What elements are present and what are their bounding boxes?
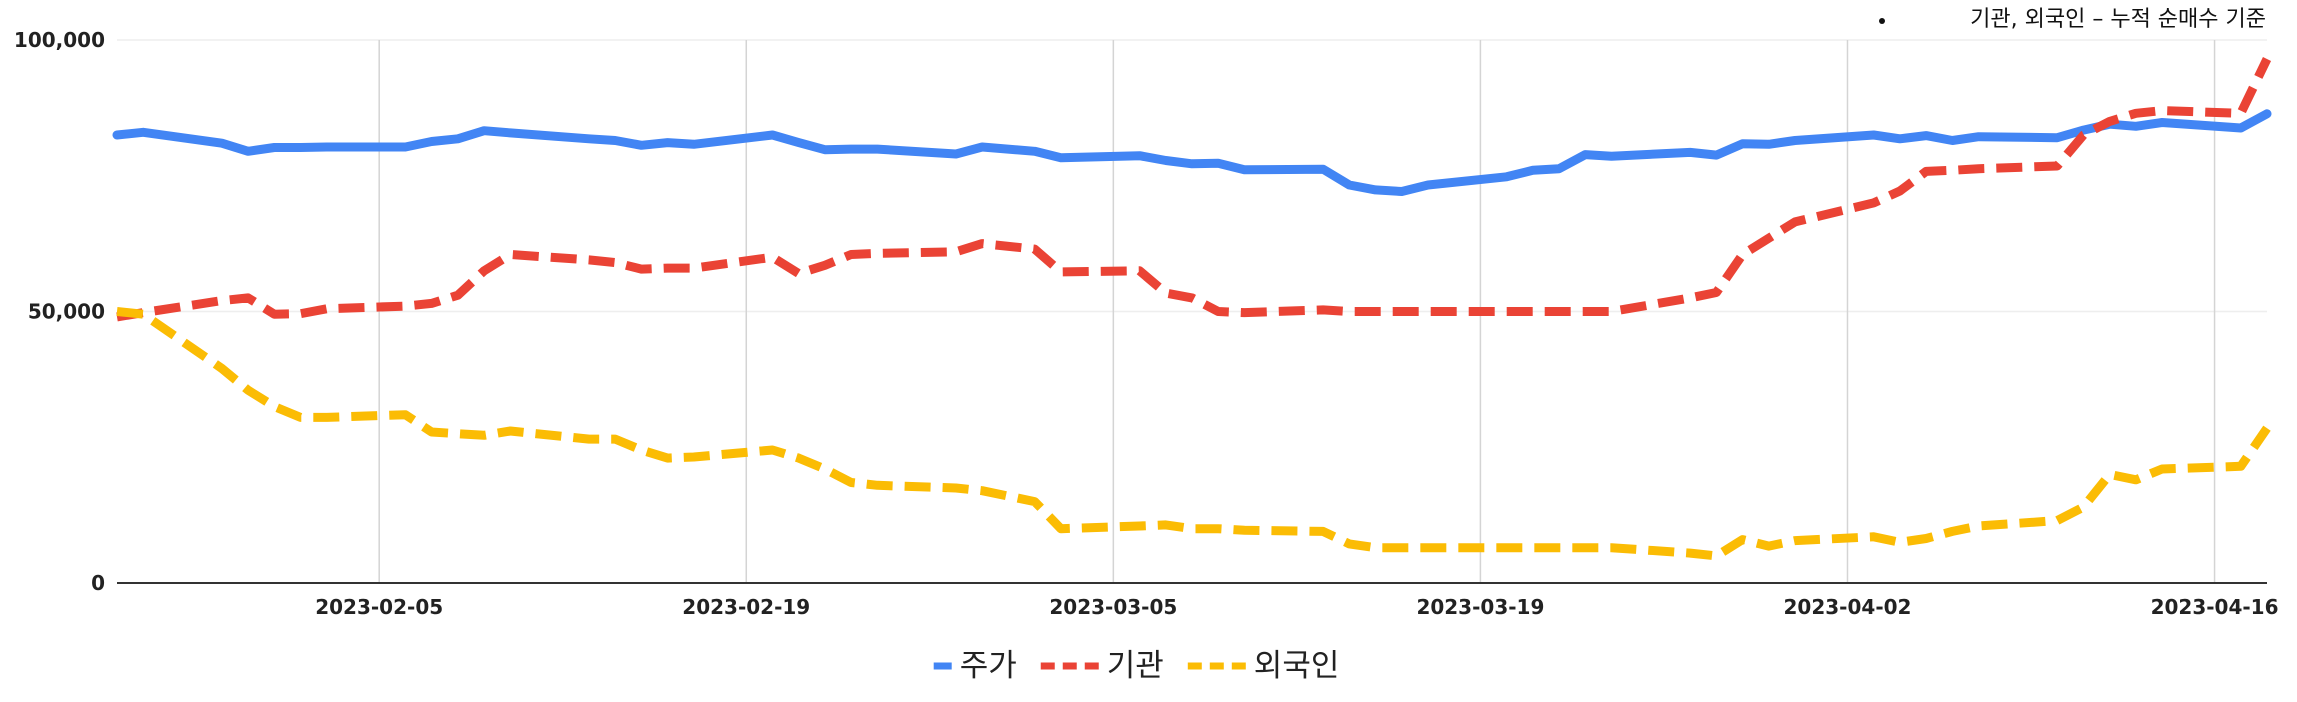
- x-tick-label: 2023-04-02: [1784, 595, 1912, 619]
- y-tick-label: 50,000: [28, 300, 105, 324]
- x-tick-label: 2023-02-05: [315, 595, 443, 619]
- y-tick-label: 0: [91, 571, 105, 595]
- legend: 주가 기관 외국인: [933, 648, 1340, 684]
- series-line: [116, 307, 2271, 561]
- annotation: 기관, 외국인 – 누적 순매수 기준: [1879, 7, 2266, 32]
- x-tick-label: 2023-02-19: [682, 595, 810, 619]
- y-tick-label: 100,000: [14, 28, 105, 52]
- series-lines: [112, 57, 2272, 561]
- series-line: [116, 57, 2272, 322]
- series-line: [112, 109, 2272, 196]
- annotation-text: 기관, 외국인 – 누적 순매수 기준: [1970, 7, 2266, 32]
- x-tick-label: 2023-03-05: [1049, 595, 1177, 619]
- gridlines: [117, 39, 2267, 583]
- annotation-bullet: [1879, 18, 1885, 24]
- legend-item: 외국인: [1187, 648, 1340, 684]
- legend-label: 주가: [960, 648, 1017, 684]
- legend-label: 기관: [1107, 648, 1164, 684]
- x-tick-label: 2023-03-19: [1416, 595, 1544, 619]
- x-tick-label: 2023-04-16: [2151, 595, 2279, 619]
- legend-item: 기관: [1040, 648, 1164, 684]
- legend-item: 주가: [933, 648, 1017, 684]
- axes: 0 50,000 100,000 2023-02-05 2023-02-19 2023-0…: [14, 28, 2279, 619]
- legend-label: 외국인: [1254, 648, 1340, 684]
